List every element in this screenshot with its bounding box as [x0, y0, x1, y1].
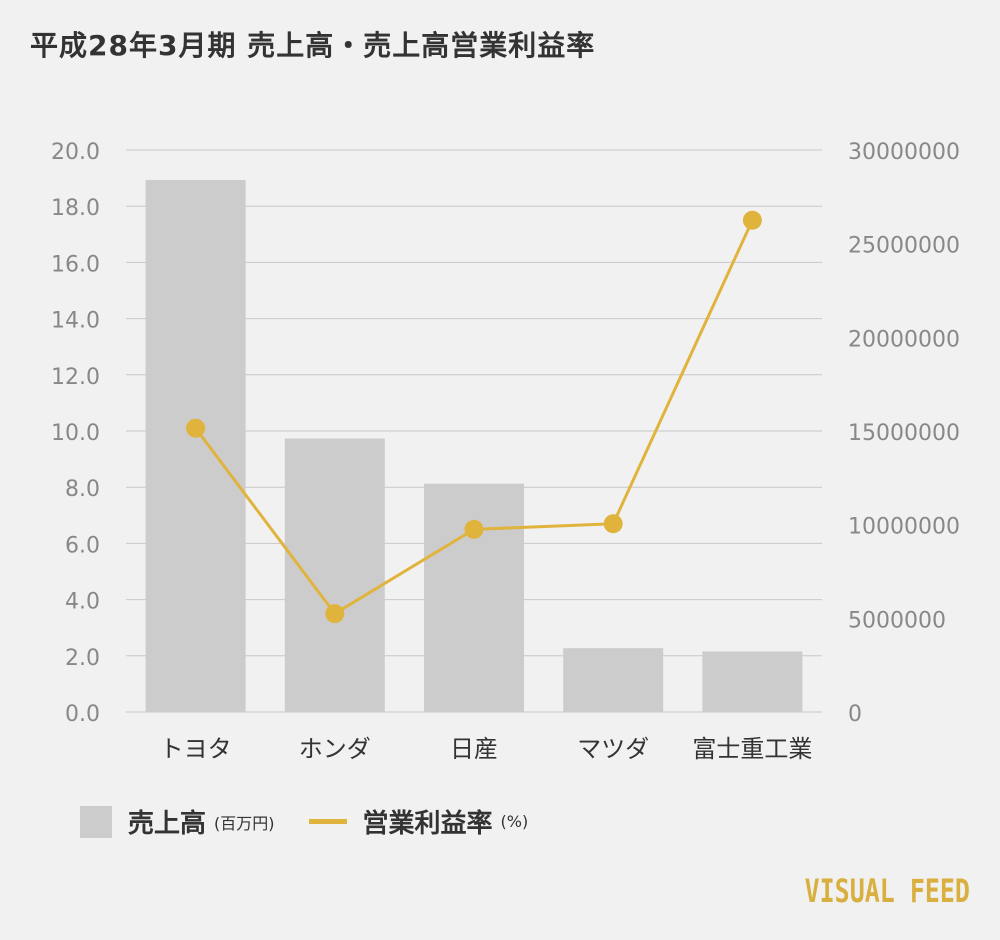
- bar: [424, 483, 524, 712]
- y-right-tick-label: 20000000: [848, 327, 960, 352]
- legend-label-sales: 売上高: [128, 809, 207, 839]
- bar: [702, 651, 803, 712]
- y-right-tick-label: 15000000: [848, 421, 960, 446]
- chart-legend: 売上高 (百万円) 営業利益率 (%): [80, 803, 562, 840]
- bar: [284, 438, 385, 712]
- bar: [563, 648, 664, 712]
- legend-swatch-line: [308, 819, 347, 824]
- legend-item-sales: 売上高 (百万円): [80, 803, 275, 840]
- y-left-tick-label: 0.0: [65, 702, 100, 727]
- y-left-tick-label: 6.0: [65, 533, 100, 558]
- x-category-label: ホンダ: [299, 735, 371, 763]
- y-left-tick-label: 2.0: [65, 646, 100, 671]
- y-left-tick-label: 18.0: [51, 196, 100, 221]
- y-right-tick-label: 5000000: [848, 608, 946, 633]
- y-left-tick-label: 12.0: [51, 365, 100, 390]
- y-left-tick-label: 16.0: [51, 252, 100, 277]
- x-category-label: 日産: [450, 735, 498, 763]
- y-right-tick-label: 25000000: [848, 234, 960, 259]
- y-left-tick-label: 10.0: [51, 421, 100, 446]
- y-right-tick-label: 0: [848, 702, 862, 727]
- x-category-label: マツダ: [577, 735, 649, 763]
- y-right-tick-label: 30000000: [848, 140, 960, 165]
- brand-logo: VISUAL FEED: [804, 872, 970, 910]
- x-category-label: トヨタ: [160, 735, 232, 763]
- y-left-tick-label: 20.0: [51, 140, 100, 165]
- x-category-label: 富士重工業: [692, 735, 812, 763]
- margin-point: [603, 514, 623, 534]
- y-left-tick-label: 14.0: [51, 309, 100, 334]
- y-right-tick-label: 10000000: [848, 515, 960, 540]
- legend-swatch-bar: [80, 805, 112, 838]
- bar: [145, 179, 246, 712]
- margin-point: [742, 210, 762, 230]
- legend-item-margin: 営業利益率 (%): [308, 803, 529, 840]
- legend-unit-sales: (百万円): [214, 813, 275, 833]
- y-left-tick-label: 8.0: [65, 477, 100, 502]
- margin-point: [186, 418, 206, 438]
- chart-title: 平成28年3月期 売上高・売上高営業利益率: [30, 29, 596, 62]
- legend-label-margin: 営業利益率: [362, 809, 493, 839]
- y-left-tick-label: 4.0: [65, 590, 100, 615]
- margin-point: [464, 519, 484, 539]
- legend-unit-margin: (%): [500, 812, 529, 831]
- margin-point: [325, 604, 345, 624]
